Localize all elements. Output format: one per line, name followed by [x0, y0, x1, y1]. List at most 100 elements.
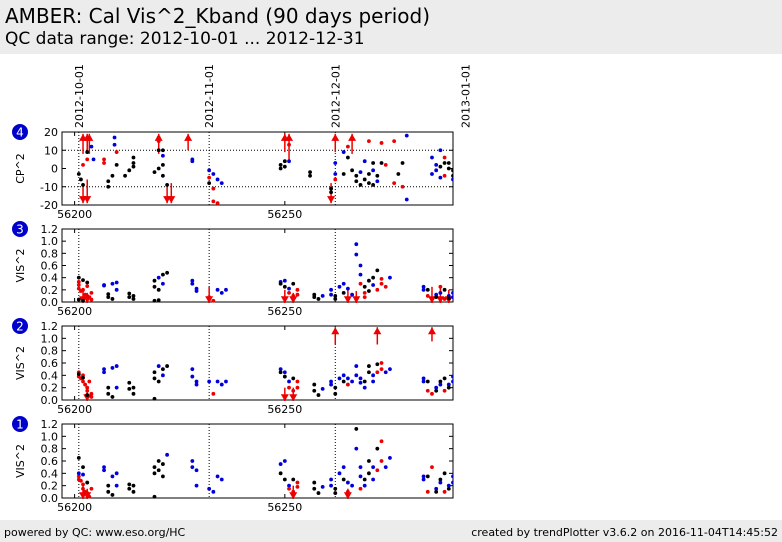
- data-point: [312, 388, 317, 393]
- data-point: [460, 179, 464, 183]
- data-point: [425, 474, 430, 479]
- data-point: [446, 161, 451, 165]
- data-point: [85, 480, 90, 485]
- panel-badge: [12, 124, 28, 140]
- y-tick-label: 0.0: [41, 394, 59, 407]
- data-point: [131, 385, 136, 390]
- data-point: [156, 275, 161, 280]
- data-point: [282, 477, 287, 482]
- outlier-arrow-head: [83, 394, 92, 401]
- panel-badge-label: 1: [16, 418, 24, 432]
- data-point: [156, 379, 161, 384]
- data-point: [102, 157, 106, 162]
- data-point: [446, 486, 451, 491]
- data-point: [190, 465, 195, 470]
- data-point: [455, 159, 459, 163]
- data-point: [76, 471, 81, 476]
- data-point: [295, 287, 300, 292]
- data-point: [110, 297, 115, 301]
- data-point: [341, 281, 346, 286]
- panel-3: 0.00.20.40.60.81.01.2 56200 56250 VIS^2 3: [12, 221, 464, 318]
- data-point: [329, 477, 333, 482]
- data-point: [87, 379, 92, 384]
- data-point: [425, 388, 430, 393]
- data-point: [114, 150, 119, 154]
- data-point: [194, 483, 199, 488]
- data-point: [341, 150, 346, 154]
- data-point: [224, 379, 228, 384]
- data-point: [438, 382, 443, 387]
- data-point: [131, 489, 136, 494]
- data-point: [123, 173, 127, 178]
- outlier-arrow-head: [373, 327, 382, 335]
- data-point: [106, 179, 111, 184]
- data-point: [329, 287, 333, 292]
- data-point: [451, 177, 453, 182]
- data-point: [354, 373, 359, 378]
- data-point: [446, 385, 451, 390]
- data-point: [312, 382, 317, 387]
- data-point: [114, 483, 119, 488]
- data-point: [358, 183, 363, 187]
- data-point: [114, 287, 119, 292]
- y-tick-label: 1.2: [41, 320, 59, 333]
- data-point: [81, 278, 85, 282]
- data-point: [81, 465, 85, 470]
- data-point: [76, 372, 81, 376]
- data-point: [161, 367, 165, 372]
- data-point: [362, 295, 367, 300]
- data-point: [367, 289, 371, 293]
- data-point: [442, 173, 447, 178]
- data-point: [161, 281, 165, 286]
- y-tick-label: 0.6: [41, 260, 59, 273]
- data-point: [278, 281, 283, 286]
- data-point: [102, 283, 106, 288]
- data-point: [81, 298, 85, 303]
- data-point: [131, 294, 136, 298]
- data-point: [165, 183, 170, 187]
- data-point: [362, 385, 367, 390]
- data-point: [341, 379, 346, 384]
- data-point: [451, 379, 453, 384]
- header-bar: AMBER: Cal Vis^2_Kband (90 days period) …: [0, 0, 782, 54]
- data-point: [345, 144, 350, 149]
- data-point: [291, 376, 296, 381]
- data-point: [333, 294, 338, 298]
- data-point: [91, 157, 96, 162]
- y-tick-label: 0.8: [41, 443, 59, 456]
- data-point: [76, 283, 81, 287]
- data-point: [451, 290, 453, 295]
- data-point: [460, 297, 464, 301]
- data-point: [207, 175, 212, 180]
- data-point: [379, 439, 384, 444]
- data-point: [127, 387, 132, 391]
- data-point: [329, 292, 333, 297]
- data-point: [464, 199, 468, 203]
- data-point: [337, 284, 342, 289]
- data-point: [341, 477, 346, 482]
- data-point: [421, 379, 426, 384]
- chart-title: AMBER: Cal Vis^2_Kband (90 days period): [5, 4, 430, 28]
- outlier-arrow-head: [167, 196, 176, 204]
- data-point: [367, 172, 371, 176]
- data-point: [316, 393, 321, 397]
- x-tick-label: 56250: [267, 403, 302, 416]
- data-point: [81, 183, 85, 187]
- outlier-arrow-head: [436, 296, 445, 303]
- data-point: [438, 164, 443, 169]
- data-point: [207, 181, 212, 186]
- data-point: [152, 370, 157, 375]
- data-points: [76, 133, 468, 206]
- data-point: [430, 391, 434, 396]
- data-point: [371, 465, 376, 470]
- data-point: [375, 179, 380, 184]
- data-point: [114, 471, 119, 476]
- data-point: [81, 486, 85, 491]
- panel-2: 0.00.20.40.60.81.01.2 56200 56250 VIS^2 2: [12, 318, 454, 416]
- data-point: [442, 287, 447, 292]
- data-point: [396, 172, 401, 176]
- data-point: [333, 486, 338, 491]
- data-point: [350, 168, 354, 173]
- data-point: [211, 391, 216, 396]
- data-point: [375, 446, 380, 451]
